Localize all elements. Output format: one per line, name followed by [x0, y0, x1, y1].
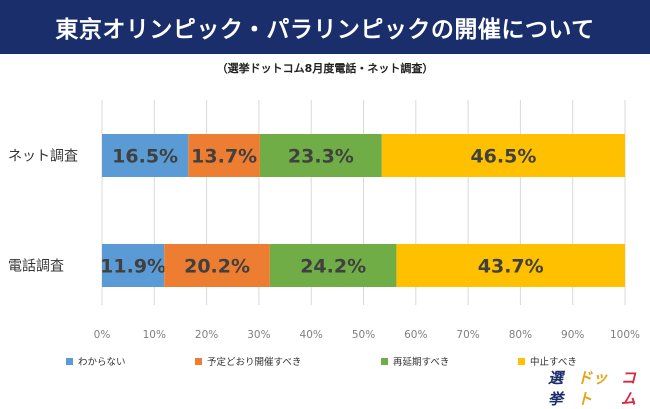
x-tick-label: 30% [247, 329, 270, 341]
data-label: 13.7% [191, 146, 257, 168]
data-label: 20.2% [184, 256, 250, 278]
x-tick-label: 90% [561, 329, 584, 341]
x-tick-label: 50% [352, 329, 375, 341]
x-tick-label: 20% [195, 329, 218, 341]
bar-segment [396, 244, 625, 287]
legend-label: 中止すべき [530, 356, 577, 368]
x-tick-label: 80% [509, 329, 532, 341]
legend-swatch [195, 358, 202, 365]
chart-subtitle: （選挙ドットコム8月度電話・ネット調査） [216, 62, 434, 75]
bar-segment [259, 134, 382, 177]
category-label: 電話調査 [8, 258, 64, 275]
brand-logo-part-2: ドット [577, 369, 609, 408]
chart-title: 東京オリンピック・パラリンピックの開催について [55, 17, 595, 43]
legend-swatch [66, 358, 73, 365]
legend-label: わからない [78, 357, 126, 368]
bar-segment [188, 134, 260, 177]
title-banner: 東京オリンピック・パラリンピックの開催について [0, 0, 650, 54]
x-tick-label: 10% [143, 329, 166, 341]
bar-segment [164, 244, 270, 287]
bar-segment [102, 134, 189, 177]
data-label: 43.7% [478, 256, 544, 278]
legend-label: 予定どおり開催すべき [207, 356, 301, 368]
bar-segment [269, 244, 397, 287]
data-label: 46.5% [470, 146, 536, 168]
legend-label: 再延期すべき [393, 356, 449, 368]
bar-segment [102, 244, 165, 287]
x-tick-label: 60% [404, 329, 427, 341]
data-label: 16.5% [112, 146, 178, 168]
x-tick-label: 0% [94, 329, 111, 341]
x-tick-label: 40% [300, 329, 323, 341]
brand-logo-part-1: 選挙 [548, 369, 564, 408]
bar-segment [381, 134, 625, 177]
data-label: 11.9% [100, 256, 166, 278]
x-tick-label: 100% [610, 329, 640, 341]
x-tick-label: 70% [456, 329, 479, 341]
legend-swatch [381, 358, 388, 365]
data-label: 24.2% [300, 256, 366, 278]
legend-swatch [518, 358, 525, 365]
brand-logo: 選挙 ドット コム [548, 369, 650, 408]
category-label: ネット調査 [8, 149, 78, 165]
data-label: 23.3% [288, 146, 354, 168]
brand-logo-part-3: コム [620, 369, 637, 408]
